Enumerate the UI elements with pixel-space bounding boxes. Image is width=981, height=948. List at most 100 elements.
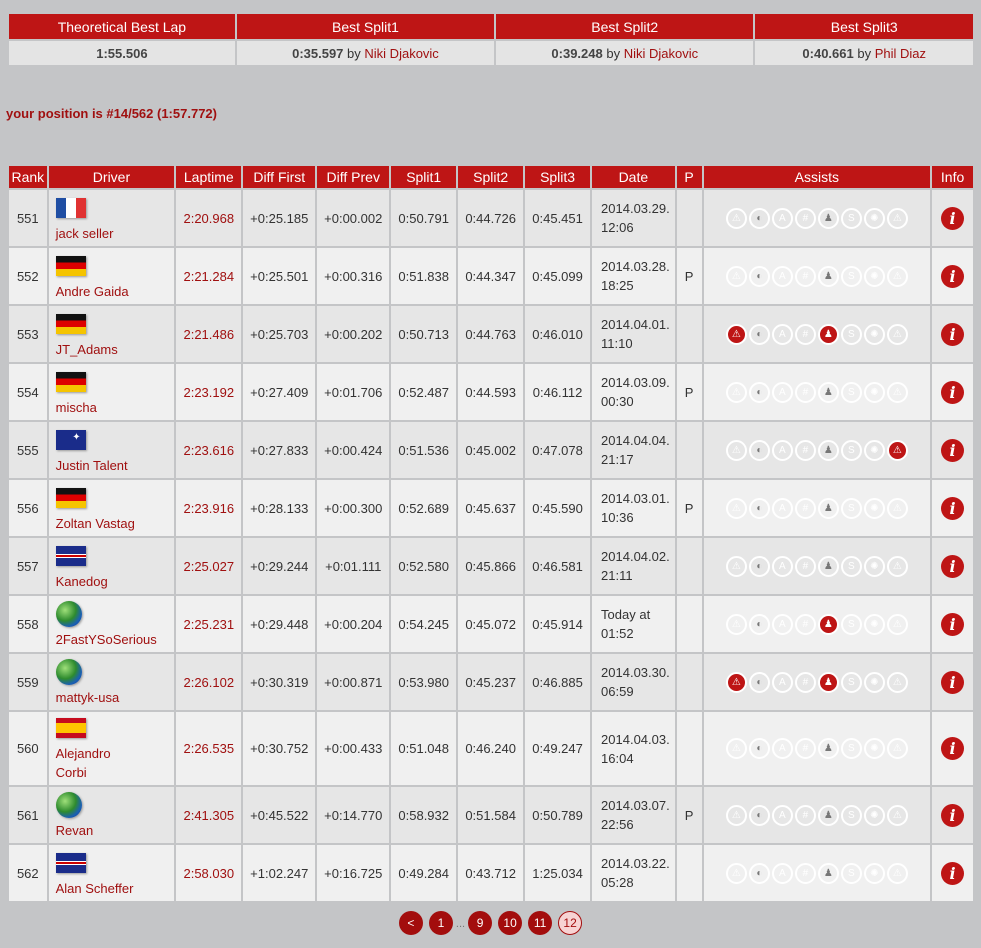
driver-name-link[interactable]: mischa: [55, 400, 97, 415]
damage-icon: ⚠: [886, 804, 908, 826]
racing-line-icon: S: [840, 804, 862, 826]
s3: 1:25.034: [532, 865, 583, 881]
time: 06:59: [601, 684, 634, 699]
driver-name-link[interactable]: Justin Talent: [55, 458, 128, 473]
globe-icon: [55, 601, 82, 627]
driver-name-link[interactable]: Revan: [55, 823, 94, 838]
page-button[interactable]: 1: [428, 911, 453, 935]
s1: 0:51.838: [398, 268, 449, 284]
abs-icon: ◐: [748, 265, 770, 287]
driver-name-link[interactable]: 2FastYSoSerious: [55, 632, 157, 647]
rank: 561: [16, 807, 39, 823]
page-button[interactable]: 10: [498, 911, 523, 935]
s2-cell: 0:44.593: [456, 362, 526, 422]
info-icon[interactable]: i: [941, 322, 965, 346]
df: +0:25.703: [250, 326, 309, 342]
driver-name-link[interactable]: Alan Scheffer: [55, 881, 134, 896]
page-button[interactable]: 11: [528, 911, 553, 935]
auto-clutch-icon: ♟: [817, 439, 839, 461]
rank: 553: [16, 326, 39, 342]
column-header-p: P: [674, 164, 704, 190]
s2: 0:44.593: [465, 384, 516, 400]
driver-name-link[interactable]: mattyk-usa: [55, 690, 120, 705]
info-cell: i: [930, 785, 975, 845]
driver-name-link[interactable]: jack seller: [55, 226, 114, 241]
laptime-cell: 2:25.027: [174, 536, 244, 596]
laptime: 2:20.968: [183, 210, 235, 226]
racing-line-icon: S: [840, 613, 862, 635]
driver-cell: Zoltan Vastag: [46, 478, 177, 538]
df: +0:45.522: [250, 807, 309, 823]
info-icon[interactable]: i: [941, 803, 965, 827]
driver-cell: JT_Adams: [46, 304, 177, 364]
stability-control-icon: ⚠: [725, 381, 747, 403]
table-row: 555 Justin Talent 2:23.616 +0:27.833 +0:00.4…: [7, 420, 975, 480]
flag-gb-icon: [55, 853, 86, 873]
rank-cell: 552: [7, 246, 49, 306]
laptime: 2:25.027: [183, 558, 235, 574]
abs-icon: ◐: [748, 555, 770, 577]
laptime: 2:23.916: [183, 500, 235, 516]
page-button[interactable]: 9: [468, 911, 493, 935]
info-icon[interactable]: i: [941, 496, 965, 520]
laptime: 2:26.535: [183, 741, 235, 756]
auto-gearbox-icon: #: [794, 555, 816, 577]
df-cell: +0:28.133: [241, 478, 318, 538]
driver-name-link[interactable]: JT_Adams: [55, 342, 118, 357]
info-icon[interactable]: i: [941, 612, 965, 636]
info-icon[interactable]: i: [941, 554, 965, 578]
driver-name-link[interactable]: Zoltan Vastag: [55, 516, 135, 531]
dp: +0:00.002: [324, 210, 383, 226]
driver-name-link[interactable]: Kanedog: [55, 574, 108, 589]
laptime: 2:41.305: [183, 807, 235, 823]
auto-clutch-icon: ♟: [817, 265, 839, 287]
stability-control-icon: ⚠: [725, 738, 747, 759]
damage-icon: ⚠: [886, 439, 908, 461]
s1-cell: 0:58.932: [389, 785, 459, 845]
auto-gearbox-icon: #: [794, 613, 816, 635]
s2-cell: 0:45.002: [456, 420, 526, 480]
dp-cell: +0:16.725: [315, 843, 392, 903]
info-icon[interactable]: i: [941, 380, 965, 404]
s2: 0:44.763: [465, 326, 516, 342]
abs-icon: ◐: [748, 671, 770, 693]
driver-link[interactable]: Phil Diaz: [874, 45, 927, 61]
s3-cell: 0:46.010: [523, 304, 593, 364]
column-header-split3: Split3: [523, 164, 593, 190]
dp: +0:00.316: [324, 268, 383, 284]
globe-icon: [55, 659, 82, 685]
s1-cell: 0:50.713: [389, 304, 459, 364]
header-split1: Best Split1: [234, 12, 497, 41]
df: +0:30.752: [250, 741, 309, 756]
info-icon[interactable]: i: [941, 264, 965, 288]
damage-icon: ⚠: [886, 555, 908, 577]
damage-icon: ⚠: [886, 862, 908, 884]
info-icon[interactable]: i: [941, 737, 965, 760]
assists-cell: ⚠ ◐ A # ♟ S ✺ ⚠: [701, 652, 933, 712]
auto-gearbox-icon: #: [794, 207, 816, 229]
s1: 0:52.689: [398, 500, 449, 516]
info-icon[interactable]: i: [941, 861, 965, 885]
info-icon[interactable]: i: [941, 438, 965, 462]
auto-gearbox-icon: #: [794, 265, 816, 287]
column-header-assists: Assists: [701, 164, 933, 190]
info-icon[interactable]: i: [941, 670, 965, 694]
s2: 0:51.584: [465, 807, 516, 823]
df: +0:27.409: [250, 384, 309, 400]
driver-link[interactable]: Niki Djakovic: [623, 45, 699, 61]
s3: 0:46.581: [532, 558, 583, 574]
s1-cell: 0:52.689: [389, 478, 459, 538]
driver-name-link[interactable]: Andre Gaida: [55, 284, 129, 299]
auto-gearbox-icon: #: [794, 862, 816, 884]
tyre-wear-icon: ✺: [863, 381, 885, 403]
traction-control-icon: A: [771, 497, 793, 519]
prev-page-button[interactable]: <: [398, 911, 423, 935]
auto-gearbox-icon: #: [794, 381, 816, 403]
info-icon[interactable]: i: [941, 206, 965, 230]
driver-name-link[interactable]: Alejandro Corbi: [55, 746, 111, 780]
damage-icon: ⚠: [886, 323, 908, 345]
tyre-wear-icon: ✺: [863, 207, 885, 229]
driver-link[interactable]: Niki Djakovic: [364, 45, 439, 61]
current-page-button[interactable]: 12: [558, 911, 583, 935]
racing-line-icon: S: [840, 323, 862, 345]
